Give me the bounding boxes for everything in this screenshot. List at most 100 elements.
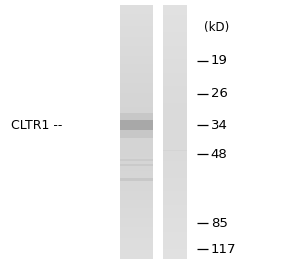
Bar [120,196,153,198]
Bar [120,17,153,19]
Bar [163,47,187,49]
Bar [163,169,187,171]
Bar [120,225,153,227]
Bar [163,128,187,130]
Bar [163,98,187,100]
Bar [163,253,187,255]
Bar [120,10,153,12]
Bar [120,237,153,238]
Bar [120,154,153,156]
Bar [120,113,153,115]
Bar [163,78,187,80]
Bar [120,51,153,53]
Bar [120,110,153,112]
Bar [163,137,187,139]
Bar [120,63,153,64]
Bar [163,215,187,216]
Bar [120,186,153,188]
Bar [163,194,187,196]
Bar [120,76,153,78]
Bar [163,74,187,76]
Bar [120,23,153,26]
Bar [120,164,153,166]
Bar [120,221,153,223]
Bar [120,12,153,14]
Bar [163,103,187,105]
Bar [163,123,187,125]
Bar [120,232,153,233]
Bar [120,184,153,186]
Bar [120,171,153,173]
Bar [120,145,153,147]
Bar [163,59,187,61]
Bar [120,71,153,73]
Bar [120,5,153,7]
Bar [163,152,187,154]
Bar [120,89,153,91]
Bar [120,59,153,61]
Bar [120,106,153,108]
Bar [163,247,187,249]
Bar [163,213,187,215]
Bar [120,189,153,191]
Bar [120,192,153,195]
Bar [163,49,187,51]
Bar [120,176,153,178]
Bar [163,12,187,14]
Bar [120,113,153,138]
Bar [120,198,153,200]
Bar [120,169,153,171]
Bar [163,20,187,22]
Bar [120,66,153,68]
Bar [163,208,187,210]
Bar [120,235,153,237]
Bar [163,150,187,151]
Bar [163,89,187,91]
Bar [163,181,187,183]
Bar [163,93,187,95]
Bar [120,30,153,32]
Bar [163,27,187,29]
Bar [120,230,153,232]
Bar [120,179,153,181]
Bar [120,8,153,10]
Bar [120,13,153,15]
Bar [120,18,153,21]
Bar [163,79,187,81]
Bar [163,25,187,27]
Bar [120,166,153,167]
Bar [120,103,153,105]
Bar [120,177,153,179]
Bar [163,171,187,173]
Bar [163,203,187,205]
Bar [120,25,153,27]
Bar [163,10,187,12]
Bar [163,37,187,39]
Bar [120,34,153,36]
Bar [120,32,153,34]
Bar [163,101,187,103]
Bar [163,18,187,21]
Bar [120,161,153,162]
Bar [163,54,187,56]
Bar [163,120,187,122]
Bar [120,52,153,54]
Bar [163,142,187,144]
Bar [163,145,187,147]
Bar [120,159,153,161]
Bar [163,113,187,115]
Bar [163,226,187,228]
Bar [120,226,153,228]
Bar [163,133,187,135]
Bar [163,140,187,142]
Bar [163,88,187,90]
Text: 117: 117 [211,243,236,256]
Bar [120,127,153,129]
Bar [163,5,187,7]
Bar [163,209,187,211]
Bar [163,196,187,198]
Bar [120,49,153,51]
Bar [163,189,187,191]
Bar [120,149,153,150]
Bar [163,91,187,93]
